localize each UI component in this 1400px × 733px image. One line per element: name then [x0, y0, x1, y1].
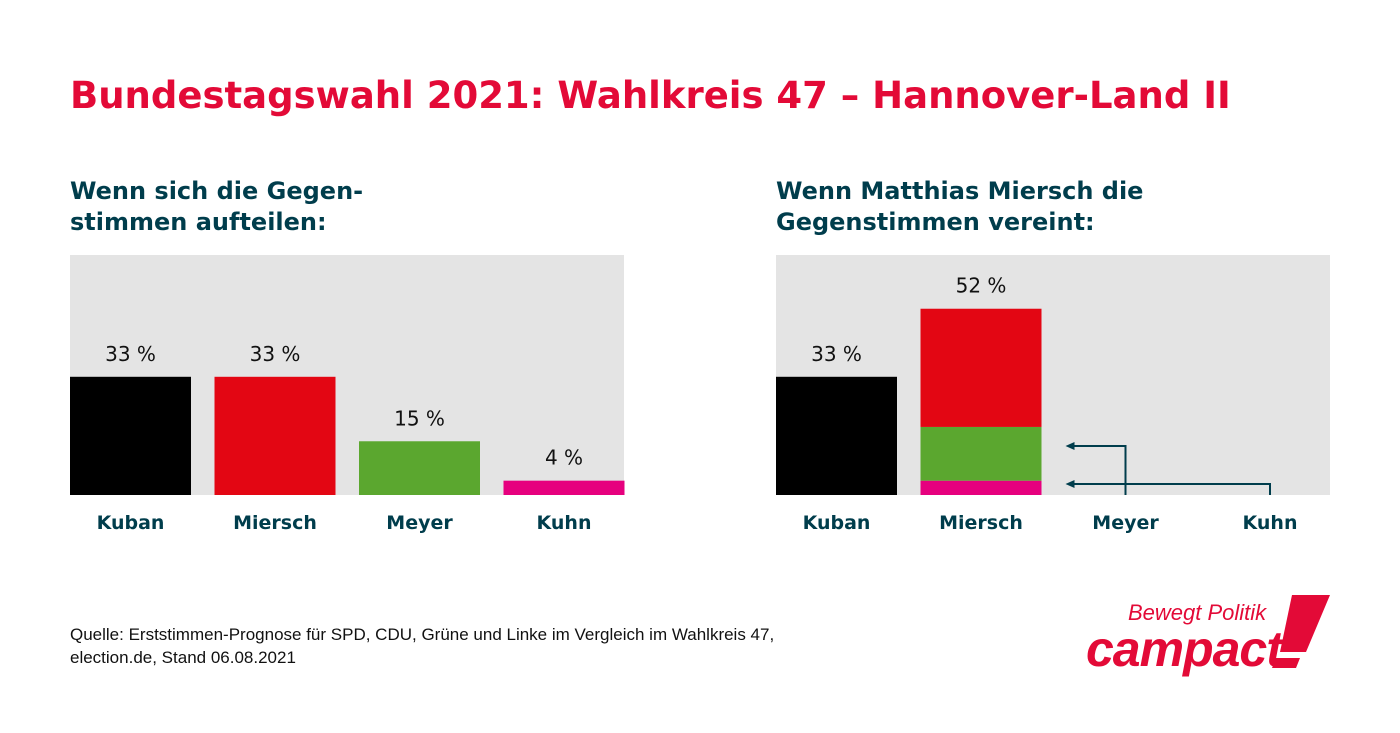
category-label-kuban: Kuban [97, 512, 165, 534]
bar-meyer [359, 441, 480, 495]
data-label-kuhn: 4 % [545, 446, 583, 470]
bar-miersch-miersch [920, 308, 1042, 427]
category-label-kuban: Kuban [803, 512, 871, 534]
campact-logo: Bewegt Politik campact [1086, 595, 1330, 677]
bar-miersch-kuhn [920, 480, 1042, 495]
arrowhead-meyer [1065, 442, 1075, 450]
chart-title-right: Wenn Matthias Miersch die Gegenstimmen v… [776, 177, 1144, 236]
category-label-miersch: Miersch [233, 512, 317, 534]
page-title: Bundestagswahl 2021: Wahlkreis 47 – Hann… [70, 74, 1231, 117]
bar-miersch-meyer [920, 426, 1042, 481]
bar-kuban-kuban [776, 376, 897, 495]
arrowhead-kuhn [1065, 480, 1075, 488]
data-label-miersch: 52 % [956, 274, 1007, 298]
data-label-kuban: 33 % [811, 342, 862, 366]
source-note: Quelle: Erststimmen-Prognose für SPD, CD… [70, 625, 775, 667]
arrow-kuhn [1073, 483, 1271, 495]
arrow-meyer [1073, 445, 1127, 495]
data-label-kuban: 33 % [105, 342, 156, 366]
bar-miersch [214, 376, 336, 495]
category-label-meyer: Meyer [386, 512, 453, 534]
category-label-miersch: Miersch [939, 512, 1023, 534]
category-label-kuhn: Kuhn [537, 512, 592, 534]
svg-text:Bewegt Politik: Bewegt Politik [1128, 600, 1267, 625]
data-label-miersch: 33 % [250, 342, 301, 366]
bar-kuhn [503, 480, 625, 495]
chart-title-left: Wenn sich die Gegen- stimmen aufteilen: [70, 177, 364, 236]
data-label-meyer: 15 % [394, 406, 445, 430]
bar-kuban [70, 376, 191, 495]
category-label-kuhn: Kuhn [1243, 512, 1298, 534]
svg-text:campact: campact [1086, 621, 1285, 677]
category-label-meyer: Meyer [1092, 512, 1159, 534]
